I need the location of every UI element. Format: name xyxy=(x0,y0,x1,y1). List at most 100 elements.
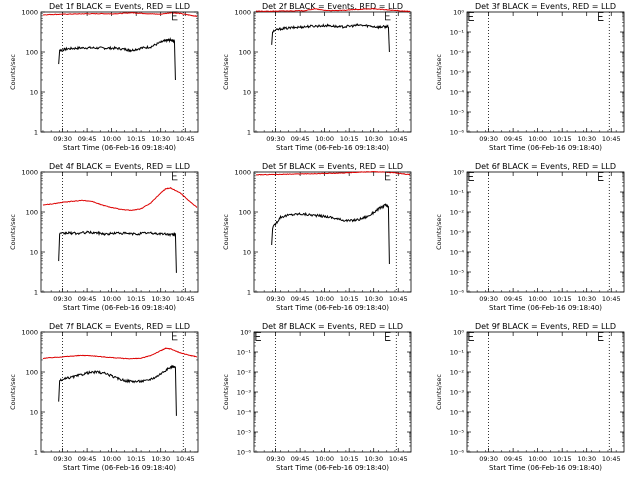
y-tick-label: 10⁻¹ xyxy=(450,29,465,37)
y-tick-label: 10⁻⁴ xyxy=(450,89,465,97)
y-tick-label: 10⁻⁵ xyxy=(450,109,465,117)
x-axis-label: Start Time (06-Feb-16 09:18:40) xyxy=(489,464,602,472)
panel-title: Det 9f BLACK = Events, RED = LLD xyxy=(475,322,616,331)
x-tick-label: 10:45 xyxy=(176,295,195,303)
y-tick-label: 10⁻⁴ xyxy=(450,409,465,417)
y-tick-label: 1000 xyxy=(21,169,38,177)
plot-frame xyxy=(466,171,625,293)
series-line-lld xyxy=(42,347,198,360)
y-tick-label: 10⁻⁶ xyxy=(450,449,465,457)
y-tick-label: 10⁻⁶ xyxy=(450,289,465,297)
panel-9: Det 9f BLACK = Events, RED = LLD 10⁻⁶ 10⁻⁵… xyxy=(435,322,625,472)
x-tick-label: 09:30 xyxy=(53,295,72,303)
plot-frame xyxy=(466,11,625,133)
bracket-marker-left xyxy=(468,12,474,21)
y-tick-label: 10⁻² xyxy=(237,369,252,377)
panel-5: Det 5f BLACK = Events, RED = LLD 1 10 100 10… xyxy=(222,162,412,312)
panel-title: Det 2f BLACK = Events, RED = LLD xyxy=(262,2,403,11)
y-axis-label: Counts/sec xyxy=(9,214,17,250)
panel-title: Det 4f BLACK = Events, RED = LLD xyxy=(49,162,190,171)
bracket-marker xyxy=(598,12,604,21)
x-tick-label: 10:45 xyxy=(176,455,195,463)
plot-frame xyxy=(253,11,412,133)
y-tick-label: 10 xyxy=(30,249,38,257)
panel-title: Det 6f BLACK = Events, RED = LLD xyxy=(475,162,616,171)
y-axis-label: Counts/sec xyxy=(435,374,443,410)
x-tick-label: 09:45 xyxy=(504,455,523,463)
y-tick-label: 10⁻³ xyxy=(450,229,465,237)
x-tick-label: 10:30 xyxy=(151,455,170,463)
y-tick-label: 100 xyxy=(239,49,251,57)
x-tick-label: 09:45 xyxy=(504,135,523,143)
panel-title: Det 7f BLACK = Events, RED = LLD xyxy=(49,322,190,331)
bracket-marker xyxy=(385,11,391,21)
x-tick-label: 10:15 xyxy=(340,455,359,463)
x-tick-label: 10:15 xyxy=(553,135,572,143)
y-tick-label: 10 xyxy=(30,409,38,417)
bracket-marker xyxy=(385,171,391,181)
y-tick-label: 10⁻⁴ xyxy=(237,409,252,417)
y-tick-label: 100 xyxy=(239,209,251,217)
x-tick-label: 09:30 xyxy=(266,295,285,303)
bracket-marker xyxy=(598,332,604,341)
plot-frame xyxy=(40,171,199,293)
x-tick-label: 09:45 xyxy=(291,295,310,303)
y-tick-label: 10⁻⁵ xyxy=(450,269,465,277)
y-tick-label: 1000 xyxy=(21,329,38,337)
series-line-lld xyxy=(255,171,411,176)
x-axis-label: Start Time (06-Feb-16 09:18:40) xyxy=(489,304,602,312)
x-tick-label: 10:00 xyxy=(102,455,121,463)
x-tick-label: 10:00 xyxy=(315,455,334,463)
x-tick-label: 10:30 xyxy=(151,135,170,143)
x-tick-label: 10:30 xyxy=(364,455,383,463)
bracket-marker-left xyxy=(255,332,261,341)
y-tick-label: 100 xyxy=(26,369,38,377)
x-tick-label: 09:45 xyxy=(291,455,310,463)
x-tick-label: 10:45 xyxy=(602,455,621,463)
x-tick-label: 09:30 xyxy=(479,455,498,463)
x-tick-label: 10:30 xyxy=(364,135,383,143)
series-line-events xyxy=(58,364,177,416)
y-tick-label: 10⁻⁴ xyxy=(450,249,465,257)
x-tick-label: 09:45 xyxy=(78,295,97,303)
x-tick-label: 09:30 xyxy=(53,135,72,143)
y-tick-label: 100 xyxy=(26,209,38,217)
x-axis-label: Start Time (06-Feb-16 09:18:40) xyxy=(63,464,176,472)
x-tick-label: 10:45 xyxy=(389,135,408,143)
x-tick-label: 09:30 xyxy=(266,455,285,463)
x-tick-label: 10:00 xyxy=(528,295,547,303)
y-tick-label: 10 xyxy=(243,249,251,257)
bracket-marker xyxy=(598,172,604,181)
panel-3: Det 3f BLACK = Events, RED = LLD 10⁻⁶ 10⁻⁵… xyxy=(435,2,625,152)
x-tick-label: 10:30 xyxy=(577,455,596,463)
x-tick-label: 10:15 xyxy=(127,295,146,303)
y-tick-label: 10⁻¹ xyxy=(237,349,252,357)
y-tick-label: 1 xyxy=(247,129,251,137)
series-line-lld xyxy=(42,11,198,17)
y-axis-label: Counts/sec xyxy=(222,54,230,90)
x-tick-label: 09:30 xyxy=(479,295,498,303)
plot-frame xyxy=(466,331,625,453)
y-tick-label: 10⁰ xyxy=(453,329,464,337)
x-tick-label: 09:45 xyxy=(78,135,97,143)
x-tick-label: 10:30 xyxy=(577,295,596,303)
x-tick-label: 09:30 xyxy=(266,135,285,143)
x-tick-label: 10:15 xyxy=(127,135,146,143)
x-tick-label: 10:45 xyxy=(602,295,621,303)
x-tick-label: 10:30 xyxy=(364,295,383,303)
y-tick-label: 10⁻² xyxy=(450,49,465,57)
x-axis-label: Start Time (06-Feb-16 09:18:40) xyxy=(276,144,389,152)
y-axis-label: Counts/sec xyxy=(222,374,230,410)
bracket-marker-left xyxy=(468,172,474,181)
y-tick-label: 10 xyxy=(30,89,38,97)
x-tick-label: 10:00 xyxy=(315,135,334,143)
x-tick-label: 10:45 xyxy=(389,295,408,303)
y-axis-label: Counts/sec xyxy=(435,54,443,90)
x-tick-label: 10:30 xyxy=(151,295,170,303)
panel-4: Det 4f BLACK = Events, RED = LLD 1 10 100 10… xyxy=(9,162,199,312)
series-line-lld xyxy=(42,187,198,212)
x-axis-label: Start Time (06-Feb-16 09:18:40) xyxy=(276,464,389,472)
y-tick-label: 10⁻⁶ xyxy=(237,449,252,457)
bracket-marker xyxy=(172,11,178,21)
panel-title: Det 8f BLACK = Events, RED = LLD xyxy=(262,322,403,331)
